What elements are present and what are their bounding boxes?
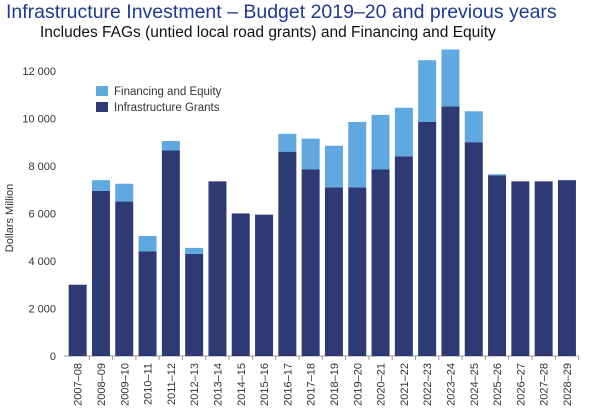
- x-tick-label: 2012–13: [189, 363, 201, 406]
- x-tick-label: 2007–08: [73, 363, 85, 406]
- bar-infrastructure-grants: [511, 181, 530, 356]
- bar-infrastructure-grants: [557, 180, 576, 356]
- y-tick-label: 0: [50, 351, 56, 363]
- legend-label-infrastructure-grants: Infrastructure Grants: [114, 102, 220, 114]
- bar-financing-and-equity: [301, 138, 320, 170]
- chart-subtitle: Includes FAGs (untied local road grants)…: [40, 24, 496, 41]
- bar-financing-and-equity: [278, 133, 297, 152]
- y-tick-label: 12 000: [22, 66, 56, 78]
- bar-infrastructure-grants: [185, 253, 204, 356]
- x-tick-label: 2024–25: [469, 363, 481, 406]
- bar-infrastructure-grants: [278, 151, 297, 356]
- y-tick-label: 6 000: [28, 208, 56, 220]
- bar-financing-and-equity: [464, 111, 483, 143]
- x-tick-label: 2009–10: [119, 363, 131, 406]
- bar-infrastructure-grants: [115, 201, 134, 356]
- x-tick-label: 2027–28: [539, 363, 551, 406]
- bar-financing-and-equity: [371, 114, 390, 170]
- bar-financing-and-equity: [418, 60, 437, 122]
- x-tick-label: 2028–29: [562, 363, 574, 406]
- bar-infrastructure-grants: [138, 251, 157, 356]
- bar-infrastructure-grants: [418, 121, 437, 356]
- legend-label-financing-equity: Financing and Equity: [114, 86, 222, 98]
- y-axis-label: Dollars Million: [4, 184, 16, 252]
- bar-financing-and-equity: [185, 247, 204, 254]
- x-tick-label: 2013–14: [212, 363, 224, 406]
- x-tick-label: 2022–23: [422, 363, 434, 406]
- legend: Financing and Equity Infrastructure Gran…: [96, 86, 222, 114]
- y-tick-label: 4 000: [28, 256, 56, 268]
- bar-infrastructure-grants: [231, 213, 250, 356]
- y-tick-label: 2 000: [28, 303, 56, 315]
- x-tick-label: 2019–20: [352, 363, 364, 406]
- bar-infrastructure-grants: [534, 181, 553, 356]
- bar-infrastructure-grants: [255, 214, 274, 356]
- bar-infrastructure-grants: [324, 187, 343, 356]
- x-tick-label: 2017–18: [306, 363, 318, 406]
- bar-infrastructure-grants: [348, 187, 367, 356]
- x-tick-label: 2026–27: [515, 363, 527, 406]
- y-tick-label: 10 000: [22, 113, 56, 125]
- bar-infrastructure-grants: [91, 190, 110, 356]
- bar-infrastructure-grants: [441, 106, 460, 357]
- x-tick-label: 2018–19: [329, 363, 341, 406]
- x-tick-label: 2021–22: [399, 363, 411, 406]
- bar-financing-and-equity: [115, 183, 134, 202]
- x-tick-label: 2010–11: [143, 363, 155, 405]
- bar-infrastructure-grants: [488, 175, 507, 356]
- bar-financing-and-equity: [394, 107, 413, 157]
- x-tick-label: 2011–12: [166, 363, 178, 405]
- bar-infrastructure-grants: [394, 156, 413, 356]
- bar-infrastructure-grants: [301, 169, 320, 356]
- legend-swatch-financing-equity: [96, 86, 108, 96]
- x-tick-label: 2016–17: [282, 363, 294, 406]
- x-tick-label: 2008–09: [96, 363, 108, 406]
- bar-financing-and-equity: [138, 236, 157, 252]
- x-tick-label: 2025–26: [492, 363, 504, 406]
- bar-infrastructure-grants: [161, 150, 180, 356]
- x-tick-label: 2020–21: [376, 363, 388, 406]
- bar-financing-and-equity: [488, 174, 507, 176]
- bar-infrastructure-grants: [371, 169, 390, 356]
- bar-financing-and-equity: [161, 140, 180, 151]
- bar-financing-and-equity: [441, 49, 460, 107]
- bar-financing-and-equity: [348, 121, 367, 188]
- x-tick-label: 2014–15: [236, 363, 248, 406]
- bar-financing-and-equity: [91, 180, 110, 191]
- x-tick-label: 2015–16: [259, 363, 271, 406]
- bar-infrastructure-grants: [68, 284, 87, 356]
- bar-infrastructure-grants: [464, 142, 483, 356]
- y-tick-label: 8 000: [28, 161, 56, 173]
- bar-financing-and-equity: [324, 145, 343, 188]
- bar-infrastructure-grants: [208, 181, 227, 356]
- legend-swatch-infrastructure-grants: [96, 102, 108, 112]
- chart-title: Infrastructure Investment – Budget 2019–…: [6, 1, 557, 23]
- x-tick-label: 2023–24: [445, 363, 457, 406]
